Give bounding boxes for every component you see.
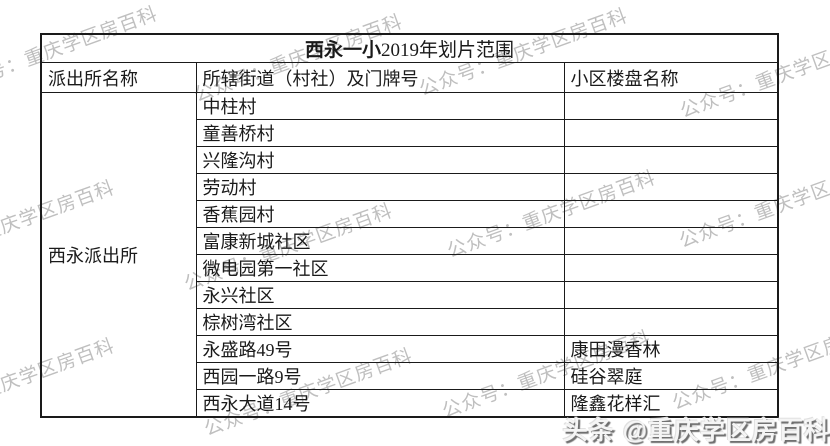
table-row: 劳动村 — [41, 173, 779, 201]
table-row: 永兴社区 — [41, 281, 779, 309]
estate-cell — [563, 92, 779, 120]
estate-cell — [563, 173, 779, 201]
table-row: 西永大道14号 隆鑫花样汇 — [41, 389, 779, 418]
street-cell: 永盛路49号 — [195, 335, 565, 363]
table-title: 西永一小2019年划片范围 — [40, 33, 779, 63]
estate-cell — [563, 308, 779, 336]
toutiao-watermark: 头条 @重庆学区房百科 — [562, 417, 830, 445]
table-title-row: 西永一小2019年划片范围 — [40, 33, 779, 63]
street-cell: 童善桥村 — [195, 119, 565, 147]
estate-cell — [563, 281, 779, 309]
estate-cell — [563, 146, 779, 174]
street-cell: 香蕉园村 — [195, 200, 565, 228]
col-header-station: 派出所名称 — [40, 62, 197, 93]
street-cell: 西园一路9号 — [195, 362, 565, 390]
school-name: 西永一小 — [304, 40, 381, 61]
col-header-estates: 小区楼盘名称 — [563, 62, 779, 93]
table-row: 西园一路9号 硅谷翠庭 — [41, 362, 779, 390]
table-row: 西永派出所 中柱村 — [40, 92, 779, 418]
table-row: 童善桥村 — [41, 119, 779, 147]
table-row: 微电园第一社区 — [41, 254, 779, 282]
street-cell: 劳动村 — [195, 173, 565, 201]
estate-cell — [563, 254, 779, 282]
street-cell: 富康新城社区 — [195, 227, 565, 255]
estate-cell — [563, 200, 779, 228]
estate-cell: 康田漫香林 — [563, 335, 779, 363]
school-district-table: 西永一小2019年划片范围 派出所名称 所辖街道（村社）及门牌号 小区楼盘名称 … — [40, 33, 779, 418]
street-cell: 中柱村 — [195, 92, 565, 120]
title-suffix: 2019年划片范围 — [381, 40, 515, 61]
station-cell: 西永派出所 — [40, 92, 197, 418]
table-row: 棕树湾社区 — [41, 308, 779, 336]
estate-cell — [563, 227, 779, 255]
estate-cell: 隆鑫花样汇 — [563, 389, 779, 418]
street-cell: 永兴社区 — [195, 281, 565, 309]
street-cell: 微电园第一社区 — [195, 254, 565, 282]
street-cell: 兴隆沟村 — [195, 146, 565, 174]
estate-cell — [563, 119, 779, 147]
col-header-streets: 所辖街道（村社）及门牌号 — [195, 62, 565, 93]
table-header-row: 派出所名称 所辖街道（村社）及门牌号 小区楼盘名称 — [40, 62, 779, 93]
street-cell: 棕树湾社区 — [195, 308, 565, 336]
street-cell: 西永大道14号 — [195, 389, 565, 418]
estate-cell: 硅谷翠庭 — [563, 362, 779, 390]
table-row: 富康新城社区 — [41, 227, 779, 255]
